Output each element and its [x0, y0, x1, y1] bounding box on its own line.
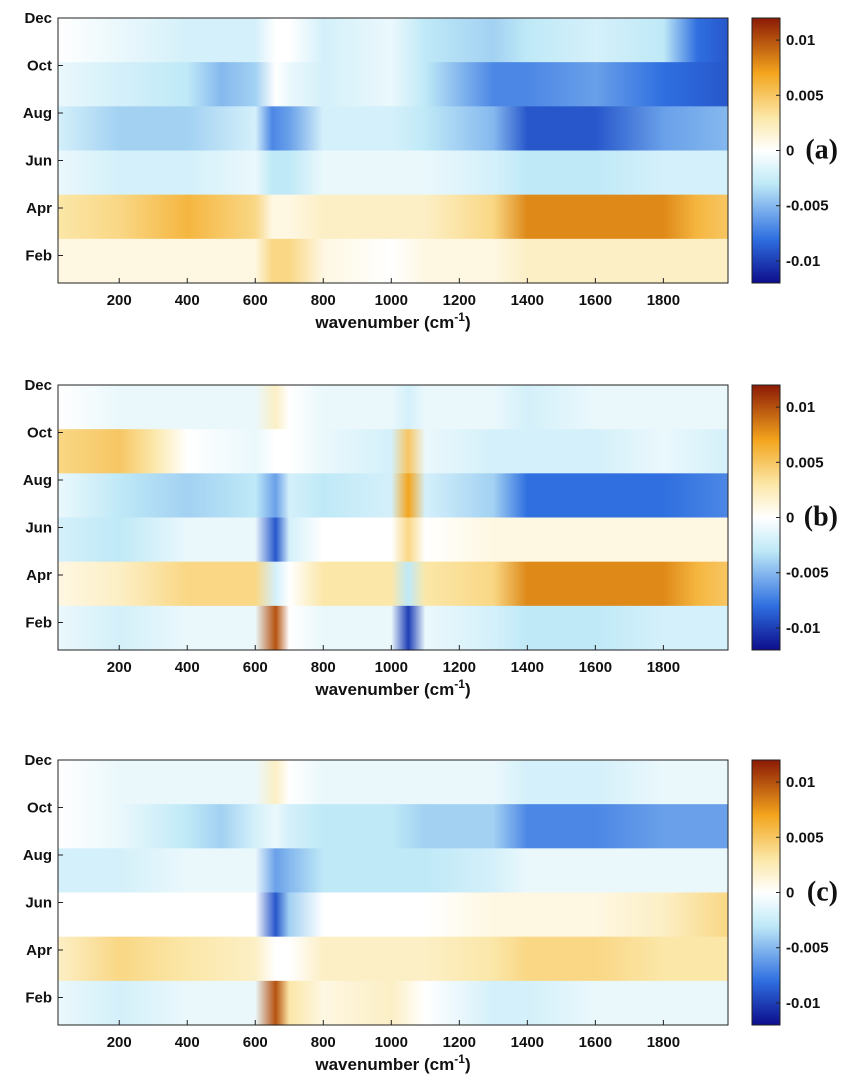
panel-c: Dec Oct Aug Jun Apr Feb 200 400 600 800 1000 1200 14… — [23, 752, 838, 1074]
heatmap-row-oct — [58, 62, 728, 107]
colorbar-tick-label: 0 — [786, 510, 794, 527]
y-tick-label: Jun — [25, 895, 52, 912]
y-tick-label: Oct — [27, 58, 52, 75]
heatmap-row-oct — [58, 429, 728, 474]
colorbar-tick-label: 0.005 — [786, 454, 824, 471]
x-tick-label: 200 — [107, 292, 132, 309]
x-axis-title: wavenumber (cm-1) — [314, 310, 470, 332]
y-tick-label: Dec — [24, 10, 52, 27]
panel-b: Dec Oct Aug Jun Apr Feb 200 400 600 800 1000 1200 14… — [23, 377, 838, 699]
y-tick-label: Apr — [26, 200, 52, 217]
colorbar-tick-label: 0.005 — [786, 87, 824, 104]
heatmap-row-jun — [58, 892, 728, 938]
x-tick-label: 1800 — [647, 1034, 680, 1051]
x-tick-label: 600 — [243, 659, 268, 676]
x-tick-label: 200 — [107, 659, 132, 676]
x-axis-title: wavenumber (cm-1) — [314, 677, 470, 699]
x-tick-label: 400 — [175, 659, 200, 676]
heatmap-row-jun — [58, 150, 728, 196]
colorbar-tick-label: 0.01 — [786, 399, 815, 416]
colorbar-tick-label: -0.005 — [786, 940, 829, 957]
heatmap-row-apr — [58, 194, 728, 240]
x-axis-title: wavenumber (cm-1) — [314, 1052, 470, 1074]
x-tick-label: 600 — [243, 1034, 268, 1051]
y-tick-label: Apr — [26, 942, 52, 959]
x-tick-label: 800 — [311, 659, 336, 676]
heatmap-row-apr — [58, 936, 728, 982]
colorbar-tick-label: -0.01 — [786, 253, 820, 270]
x-tick-label: 1600 — [579, 292, 612, 309]
y-tick-label: Feb — [25, 248, 52, 265]
heatmap-row-apr — [58, 561, 728, 607]
x-tick-label: 400 — [175, 292, 200, 309]
colorbar-tick-label: 0.01 — [786, 32, 815, 49]
x-tick-label: 1400 — [511, 659, 544, 676]
y-tick-label: Aug — [23, 472, 52, 489]
plot-frame — [57, 17, 729, 284]
heatmap-row-aug — [58, 106, 728, 152]
y-tick-label: Aug — [23, 105, 52, 122]
heatmap-row-feb — [58, 238, 728, 284]
y-tick-label: Apr — [26, 567, 52, 584]
x-tick-label: 1000 — [375, 1034, 408, 1051]
colorbar-tick-label: -0.01 — [786, 620, 820, 637]
x-tick-label: 1800 — [647, 292, 680, 309]
panel-label: (a) — [805, 135, 838, 166]
heatmap-row-dec — [58, 18, 728, 63]
colorbar — [751, 759, 781, 1026]
plot-frame — [57, 759, 729, 1026]
x-tick-label: 1400 — [511, 292, 544, 309]
colorbar-tick-label: 0 — [786, 143, 794, 160]
panel-label: (c) — [807, 877, 838, 908]
x-tick-label: 800 — [311, 1034, 336, 1051]
y-tick-label: Oct — [27, 425, 52, 442]
heatmap-row-oct — [58, 804, 728, 849]
colorbar-tick-label: 0.01 — [786, 774, 815, 791]
plot-frame — [57, 384, 729, 651]
y-tick-label: Jun — [25, 153, 52, 170]
heatmap-row-jun — [58, 517, 728, 563]
x-tick-label: 1000 — [375, 659, 408, 676]
panel-a: Dec Oct Aug Jun Apr Feb 200 400 600 800 1000 1200 14… — [23, 10, 838, 332]
x-tick-label: 1200 — [443, 1034, 476, 1051]
colorbar-tick-label: 0.005 — [786, 829, 824, 846]
heatmap-row-aug — [58, 848, 728, 894]
x-tick-label: 1200 — [443, 292, 476, 309]
heatmap-row-feb — [58, 980, 728, 1026]
heatmap-row-aug — [58, 473, 728, 519]
colorbar — [751, 17, 781, 284]
y-tick-label: Dec — [24, 752, 52, 769]
colorbar-tick-label: -0.005 — [786, 198, 829, 215]
x-tick-label: 400 — [175, 1034, 200, 1051]
colorbar-tick-label: 0 — [786, 885, 794, 902]
x-tick-label: 1600 — [579, 1034, 612, 1051]
colorbar-tick-label: -0.005 — [786, 565, 829, 582]
x-tick-label: 600 — [243, 292, 268, 309]
x-tick-label: 1000 — [375, 292, 408, 309]
heatmap-row-dec — [58, 760, 728, 805]
y-tick-label: Jun — [25, 520, 52, 537]
y-tick-label: Oct — [27, 800, 52, 817]
y-tick-label: Feb — [25, 990, 52, 1007]
colorbar — [751, 384, 781, 651]
x-tick-label: 1400 — [511, 1034, 544, 1051]
x-tick-label: 1200 — [443, 659, 476, 676]
y-tick-label: Feb — [25, 615, 52, 632]
x-tick-label: 1800 — [647, 659, 680, 676]
colorbar-tick-label: -0.01 — [786, 995, 820, 1012]
heatmap-row-feb — [58, 605, 728, 651]
x-tick-label: 200 — [107, 1034, 132, 1051]
y-tick-label: Dec — [24, 377, 52, 394]
x-tick-label: 800 — [311, 292, 336, 309]
heatmap-row-dec — [58, 385, 728, 430]
x-tick-label: 1600 — [579, 659, 612, 676]
y-tick-label: Aug — [23, 847, 52, 864]
panel-label: (b) — [804, 502, 838, 533]
